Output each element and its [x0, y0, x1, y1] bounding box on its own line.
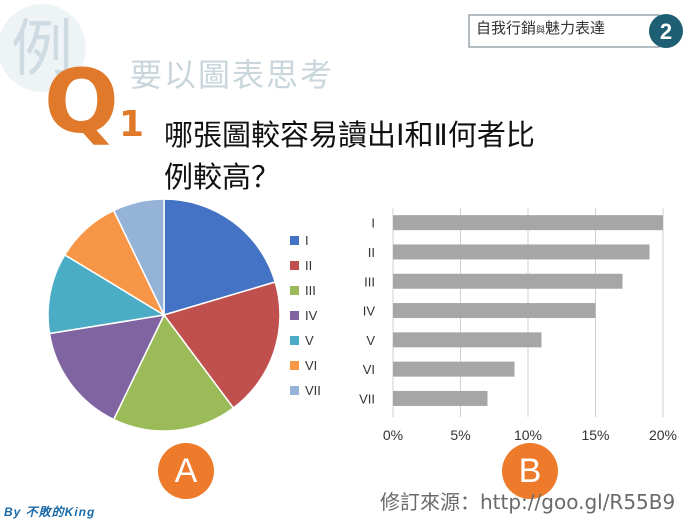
legend-label: II — [305, 258, 313, 273]
category-label: II — [368, 245, 375, 260]
category-label: III — [364, 274, 375, 289]
legend-label: VII — [305, 383, 321, 398]
legend-swatch — [290, 386, 299, 395]
legend-label: VI — [305, 358, 318, 373]
x-tick-label: 0% — [383, 427, 403, 443]
category-label: VI — [363, 362, 375, 377]
brand-title: 自我行銷與魅力表達 — [476, 17, 605, 38]
question-line-1: 哪張圖較容易讀出Ⅰ和Ⅱ何者比 — [164, 118, 535, 152]
legend-item-i: I — [290, 228, 321, 253]
legend-item-v: V — [290, 328, 321, 353]
section-subtitle: 要以圖表思考 — [130, 56, 335, 94]
legend-swatch — [290, 336, 299, 345]
legend-swatch — [290, 311, 299, 320]
label-a: A — [158, 443, 214, 499]
bar-v — [393, 332, 542, 348]
pie-slice-vii — [112, 198, 165, 316]
legend-item-iv: IV — [290, 303, 321, 328]
brand-title-part2: 魅力表達 — [545, 19, 606, 37]
legend-item-vii: VII — [290, 378, 321, 403]
x-tick-label: 15% — [581, 427, 609, 443]
x-tick-label: 20% — [649, 427, 677, 443]
watermark: By 不敗的King — [4, 505, 96, 519]
category-label: IV — [363, 304, 376, 319]
badge-char: 例 — [11, 12, 73, 85]
bar-iii — [393, 273, 623, 289]
legend-swatch — [290, 361, 299, 370]
question-text: 哪張圖較容易讀出Ⅰ和Ⅱ何者比 例較高？ — [164, 114, 684, 198]
pie-slice-iii — [112, 313, 235, 432]
category-label: V — [366, 333, 375, 348]
legend-item-iii: III — [290, 278, 321, 303]
legend-swatch — [290, 261, 299, 270]
question-number: 1 — [119, 104, 145, 145]
brand-box: 2 — [468, 14, 683, 48]
category-label: I — [371, 216, 375, 231]
bar-iv — [393, 303, 596, 319]
legend-item-ii: II — [290, 253, 321, 278]
bar-vii — [393, 390, 488, 406]
category-label: VII — [359, 391, 375, 406]
legend-label: IV — [305, 308, 318, 323]
pie-slice-ii — [162, 281, 281, 410]
brand-title-part1: 自我行銷 — [476, 19, 537, 37]
legend-label: V — [305, 333, 314, 348]
pie-legend: I II III IV V VI VII — [290, 228, 321, 403]
legend-label: III — [305, 283, 316, 298]
question-line-2: 例較高？ — [164, 160, 281, 194]
pie-slice-iv — [48, 314, 166, 421]
pie-slice-v — [47, 253, 167, 335]
legend-item-vi: VI — [290, 353, 321, 378]
brand-number: 2 — [660, 19, 672, 44]
example-badge: 例 — [0, 4, 86, 92]
brand-title-small: 與 — [536, 26, 546, 36]
legend-swatch — [290, 286, 299, 295]
pie-chart — [47, 198, 281, 432]
bar-vi — [393, 361, 515, 377]
bar-ii — [393, 244, 650, 260]
x-tick-label: 10% — [514, 427, 542, 443]
label-b: B — [502, 443, 558, 499]
legend-swatch — [290, 236, 299, 245]
pie-slice-i — [163, 198, 277, 317]
bar-i — [393, 215, 663, 231]
x-tick-label: 5% — [450, 427, 470, 443]
question-letter: Q — [44, 50, 119, 153]
legend-label: I — [305, 233, 309, 248]
source-text: 修訂來源：http://goo.gl/R55B9 — [380, 490, 676, 514]
